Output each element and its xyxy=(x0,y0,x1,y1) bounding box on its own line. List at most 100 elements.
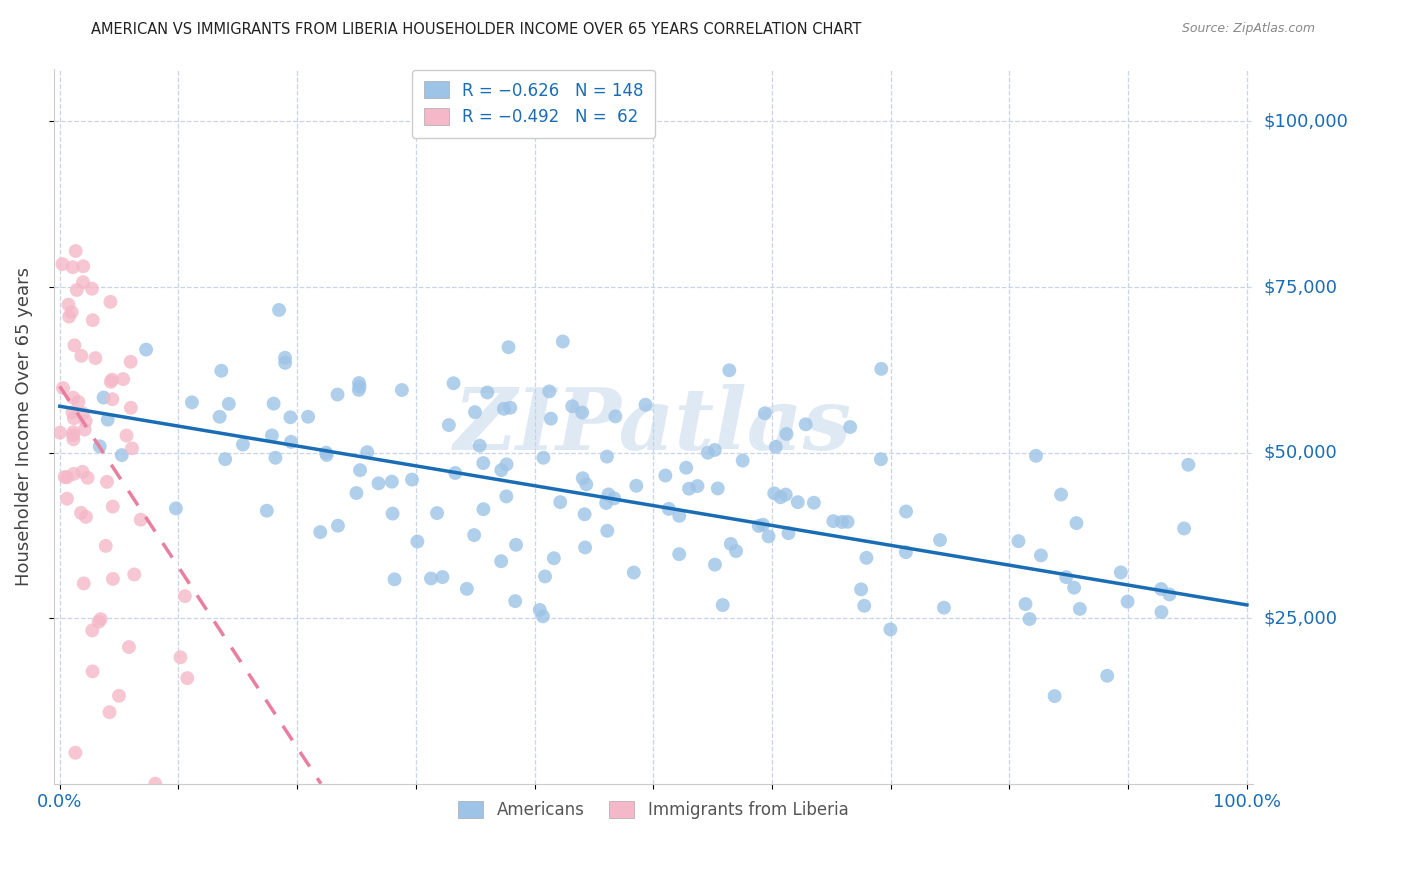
Point xyxy=(256,504,278,518)
Point xyxy=(596,524,619,538)
Point xyxy=(704,558,727,572)
Point xyxy=(356,445,378,459)
Point xyxy=(720,537,742,551)
Point xyxy=(101,500,124,514)
Point xyxy=(62,405,84,419)
Point xyxy=(62,260,84,275)
Point xyxy=(280,410,302,425)
Point xyxy=(495,489,517,503)
Point xyxy=(1054,570,1077,584)
Point xyxy=(62,425,84,440)
Point xyxy=(444,466,467,480)
Point xyxy=(1097,669,1119,683)
Point xyxy=(100,375,122,389)
Point xyxy=(456,582,478,596)
Point xyxy=(176,671,198,685)
Point xyxy=(769,490,792,504)
Legend: Americans, Immigrants from Liberia: Americans, Immigrants from Liberia xyxy=(451,794,855,825)
Point xyxy=(87,615,110,629)
Point xyxy=(477,385,499,400)
Point xyxy=(58,310,80,324)
Y-axis label: Householder Income Over 65 years: Householder Income Over 65 years xyxy=(15,267,32,586)
Point xyxy=(401,473,423,487)
Point xyxy=(120,401,142,415)
Point xyxy=(63,411,86,425)
Point xyxy=(349,463,371,477)
Point xyxy=(543,551,565,566)
Point xyxy=(94,539,117,553)
Point xyxy=(349,379,371,393)
Point xyxy=(70,349,93,363)
Point xyxy=(754,406,776,420)
Point xyxy=(803,496,825,510)
Point xyxy=(51,257,73,271)
Point xyxy=(495,458,517,472)
Point xyxy=(101,373,124,387)
Point xyxy=(315,445,337,459)
Point xyxy=(1014,597,1036,611)
Point xyxy=(56,470,79,484)
Point xyxy=(1116,594,1139,608)
Point xyxy=(1069,602,1091,616)
Point xyxy=(658,502,681,516)
Point xyxy=(53,470,76,484)
Point xyxy=(72,275,94,289)
Point xyxy=(623,566,645,580)
Text: Source: ZipAtlas.com: Source: ZipAtlas.com xyxy=(1181,22,1315,36)
Point xyxy=(347,376,370,390)
Point xyxy=(112,372,135,386)
Point xyxy=(84,351,107,365)
Point xyxy=(778,526,800,541)
Point xyxy=(65,746,87,760)
Point xyxy=(264,450,287,465)
Point xyxy=(879,623,901,637)
Point xyxy=(129,513,152,527)
Point xyxy=(384,572,406,586)
Point xyxy=(491,463,513,477)
Point xyxy=(853,599,876,613)
Point xyxy=(75,414,97,428)
Text: $100,000: $100,000 xyxy=(1264,112,1348,130)
Point xyxy=(75,509,97,524)
Point xyxy=(280,434,302,449)
Point xyxy=(489,554,512,568)
Point xyxy=(420,572,443,586)
Point xyxy=(707,482,730,496)
Point xyxy=(571,406,593,420)
Point xyxy=(529,603,551,617)
Point xyxy=(531,609,554,624)
Text: $75,000: $75,000 xyxy=(1264,278,1339,296)
Point xyxy=(62,432,84,446)
Point xyxy=(598,487,620,501)
Point xyxy=(894,545,917,559)
Point xyxy=(794,417,817,432)
Point xyxy=(82,624,104,638)
Point xyxy=(765,440,787,454)
Point xyxy=(499,401,522,415)
Point xyxy=(347,383,370,397)
Point xyxy=(1173,521,1195,535)
Point xyxy=(763,486,786,500)
Point xyxy=(96,475,118,489)
Point xyxy=(1150,605,1173,619)
Text: $25,000: $25,000 xyxy=(1264,609,1339,627)
Point xyxy=(503,594,526,608)
Point xyxy=(101,572,124,586)
Point xyxy=(143,777,166,791)
Point xyxy=(668,547,690,561)
Point xyxy=(80,282,103,296)
Point xyxy=(711,598,734,612)
Point xyxy=(62,391,84,405)
Point xyxy=(748,519,770,533)
Point xyxy=(63,338,86,352)
Point xyxy=(605,409,627,424)
Point xyxy=(498,340,520,354)
Point xyxy=(870,452,893,467)
Text: ZIPatlas: ZIPatlas xyxy=(454,384,852,468)
Point xyxy=(100,294,122,309)
Point xyxy=(263,396,285,410)
Point xyxy=(839,420,862,434)
Point xyxy=(571,471,593,485)
Point xyxy=(731,453,754,467)
Point xyxy=(165,501,187,516)
